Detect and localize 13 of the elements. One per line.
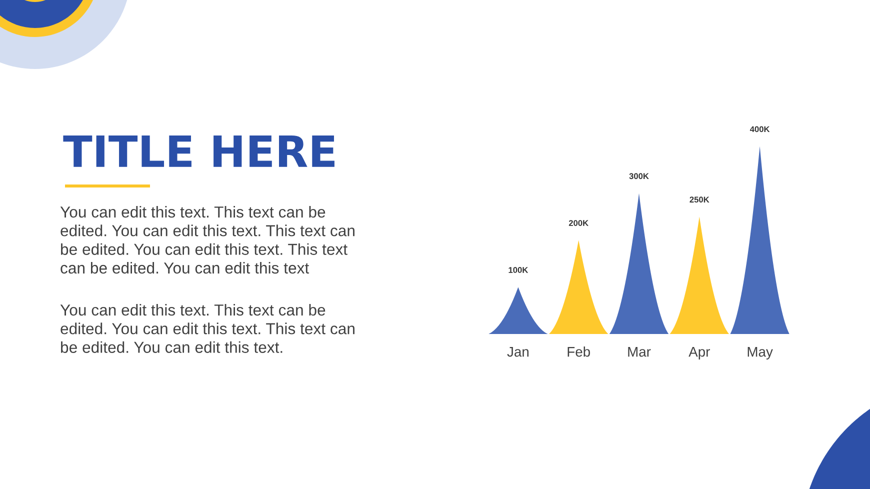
x-tick-label: Jan (507, 347, 528, 357)
data-label: 200K (568, 220, 588, 226)
data-label: 250K (690, 196, 710, 203)
data-label: 300K (629, 173, 649, 180)
x-tick-label: Apr (688, 347, 710, 360)
x-tick-label: Mar (628, 347, 651, 357)
x-tick-label: Feb (568, 346, 590, 357)
x-tick-label: May (748, 347, 773, 360)
chart-title: TITLE HERE (63, 135, 334, 167)
data-label: 100K (508, 267, 528, 273)
text: You can edit this text. This text can be edited. You can edit this text. This text can be edited. You can edit this text. (60, 304, 354, 353)
data-label: 400K (750, 126, 770, 132)
text: You can edit this text. This text can be edited. You can edit this text. This text can be edited. You can edit this text. This text can be edited. You can edit this text (60, 206, 354, 274)
